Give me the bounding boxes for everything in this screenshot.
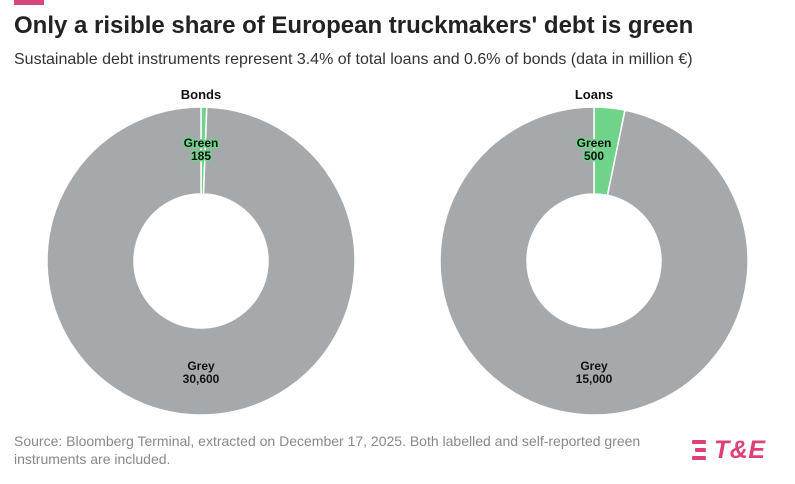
accent-bar [14,0,44,5]
slice-value-grey: 30,600 [183,372,220,386]
logo-text: T&E [714,435,766,464]
slice-label-grey: Grey [187,359,215,373]
slice-grey [439,106,749,416]
source-note: Source: Bloomberg Terminal, extracted on… [14,433,641,467]
chart-subtitle: Sustainable debt instruments represent 3… [14,51,693,68]
donut-charts: BondsGreen185Grey30,600LoansGreen500Grey… [46,87,749,416]
slice-value-grey: 15,000 [576,372,613,386]
te-logo-icon [692,440,706,460]
slice-value-green: 500 [584,149,604,163]
te-logo: T&E [692,432,784,468]
slice-label-green: Green [577,136,612,150]
chart-title: Only a risible share of European truckma… [14,12,694,39]
slice-value-green: 185 [191,149,211,163]
slice-grey [46,106,356,416]
slice-label-grey: Grey [580,359,608,373]
panel-title: Bonds [181,87,221,102]
slice-label-green: Green [184,136,219,150]
panel-title: Loans [575,87,613,102]
